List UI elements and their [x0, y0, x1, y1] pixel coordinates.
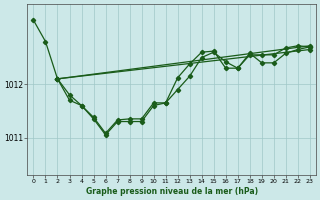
X-axis label: Graphe pression niveau de la mer (hPa): Graphe pression niveau de la mer (hPa)	[85, 187, 258, 196]
